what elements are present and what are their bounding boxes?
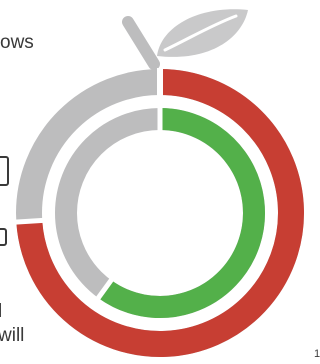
- text-fragment-edge-2: [0, 228, 7, 246]
- text-fragment-l: l: [0, 301, 3, 322]
- leaf-vein: [163, 14, 238, 52]
- text-fragment-will: will: [0, 325, 25, 346]
- text-fragment-ows: ows: [0, 32, 34, 53]
- outer-ring-cap: [15, 217, 44, 225]
- text-fragment-edge: [0, 156, 9, 186]
- inner-ring-cap: [95, 277, 114, 301]
- inner-ring-progress: [98, 108, 265, 318]
- outer-ring-progress: [16, 69, 304, 357]
- apple-stem: [122, 16, 160, 70]
- text-fragment-1: 1: [314, 348, 320, 360]
